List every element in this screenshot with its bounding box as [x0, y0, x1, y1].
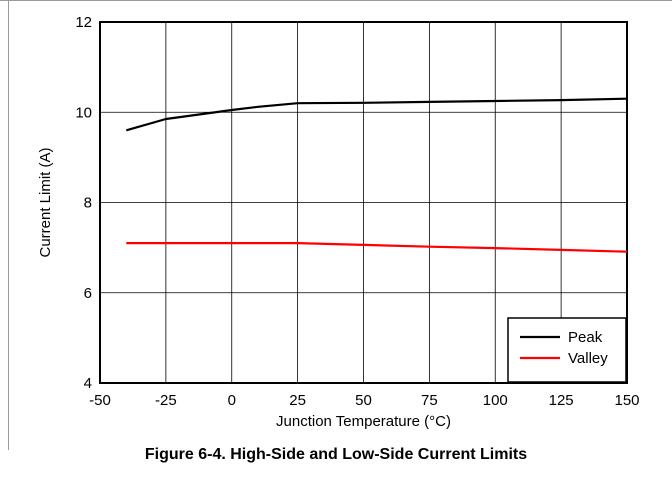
x-tick-label: -50 — [89, 392, 111, 409]
x-tick-label: 150 — [614, 392, 639, 409]
page-top-rule — [0, 0, 672, 1]
y-tick-label: 4 — [84, 375, 92, 392]
y-tick-label: 8 — [84, 195, 92, 212]
x-axis-label: Junction Temperature (°C) — [276, 413, 451, 430]
x-tick-label: 75 — [421, 392, 438, 409]
x-tick-label: 0 — [228, 392, 236, 409]
page-left-rule — [8, 0, 9, 450]
y-tick-label: 10 — [75, 104, 92, 121]
current-limit-chart: -50 -25 0 25 50 75 100 125 150 4 6 8 10 12 Junction Te… — [37, 14, 640, 430]
x-tick-label: 125 — [549, 392, 574, 409]
legend-label-peak: Peak — [568, 329, 603, 346]
y-tick-label: 6 — [84, 285, 92, 302]
legend-label-valley: Valley — [568, 350, 608, 367]
figure-caption: Figure 6-4. High-Side and Low-Side Curre… — [144, 446, 528, 463]
x-tick-label: 25 — [289, 392, 306, 409]
y-axis-label: Current Limit (A) — [37, 147, 54, 257]
x-tick-label: 100 — [483, 392, 508, 409]
legend-box — [507, 317, 627, 383]
x-tick-label: -25 — [155, 392, 177, 409]
series-line-peak — [125, 97, 628, 132]
series-line-valley — [126, 242, 628, 253]
plot-frame — [99, 21, 628, 384]
y-tick-label: 12 — [75, 14, 92, 31]
x-tick-label: 50 — [355, 392, 372, 409]
